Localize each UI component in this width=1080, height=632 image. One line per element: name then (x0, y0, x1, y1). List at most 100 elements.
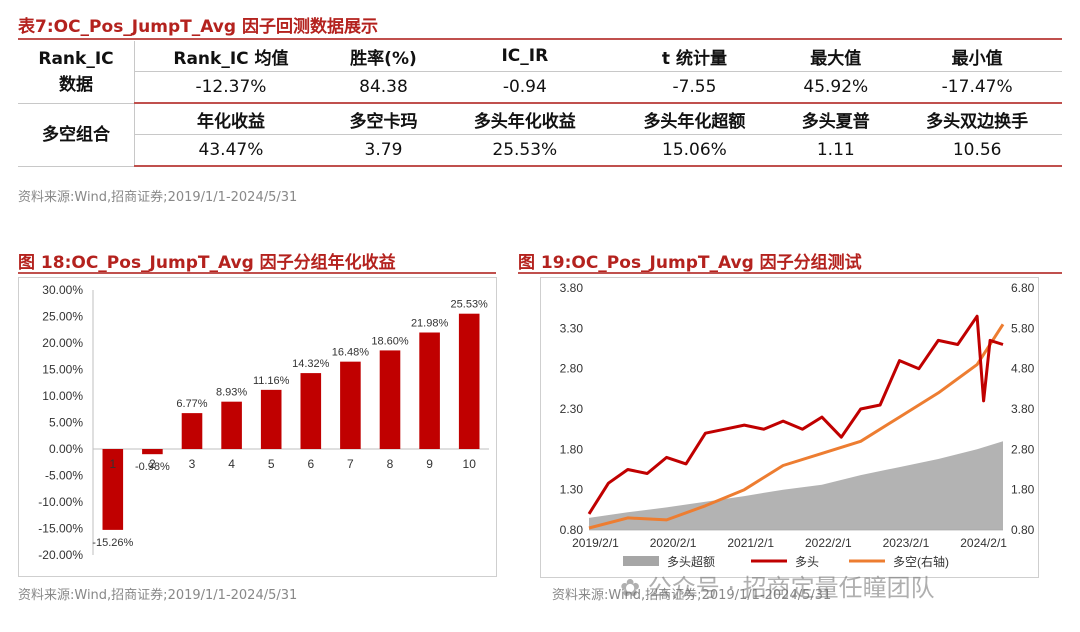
bar-data-label: 18.60% (371, 335, 409, 347)
x-category-label: 6 (307, 457, 314, 471)
header-cell: 胜率(%) (326, 41, 440, 72)
y-tick-label: -5.00% (45, 469, 83, 483)
bar-data-label: 6.77% (176, 398, 207, 410)
bar (458, 313, 480, 449)
watermark-text: 公众号 · 招商定量任瞳团队 (647, 574, 935, 602)
y-left-tick-label: 3.80 (560, 281, 584, 295)
value-cell: -12.37% (134, 71, 327, 104)
y-right-tick-label: 6.80 (1011, 281, 1035, 295)
bar-data-label: 8.93% (216, 387, 247, 399)
y-tick-label: 5.00% (49, 416, 83, 430)
x-category-label: 7 (347, 457, 354, 471)
bar (260, 389, 282, 449)
fig18-title: 图 18:OC_Pos_JumpT_Avg 因子分组年化收益 (18, 253, 396, 273)
rank-ic-group-label-line2: 数据 (59, 74, 93, 95)
table-title: 表7:OC_Pos_JumpT_Avg 因子回测数据展示 (18, 17, 378, 37)
bar-data-label: -15.26% (92, 537, 133, 549)
x-category-label: 4 (228, 457, 235, 471)
value-cell: -0.94 (440, 71, 610, 104)
bar-data-label: 11.16% (253, 375, 290, 387)
header-cell: 多头夏普 (779, 103, 893, 135)
header-cell: IC_IR (440, 41, 610, 72)
y-tick-label: 0.00% (49, 442, 83, 456)
long-line (587, 314, 1004, 515)
watermark: ✿ 公众号 · 招商定量任瞳团队 (620, 568, 935, 603)
bar (221, 401, 242, 449)
y-left-tick-label: 3.30 (560, 321, 584, 335)
x-tick-label: 2019/2/1 (572, 536, 619, 550)
bar (379, 350, 401, 449)
y-left-tick-label: 1.80 (560, 442, 584, 456)
bar (300, 373, 322, 449)
y-right-tick-label: 2.80 (1011, 442, 1035, 456)
fig19-title: 图 19:OC_Pos_JumpT_Avg 因子分组测试 (518, 253, 862, 273)
wechat-icon: ✿ (620, 574, 648, 602)
header-cell: t 统计量 (609, 41, 780, 72)
fig19-panel: 3.80 3.30 2.80 2.30 1.80 1.30 0.80 6.80 5.80 4.80… (540, 277, 1039, 578)
y-tick-label: 10.00% (42, 389, 83, 403)
value-cell: -7.55 (609, 71, 780, 104)
long-short-group-label: 多空组合 (18, 103, 135, 167)
y-left-tick-label: 2.80 (560, 362, 584, 376)
x-tick-label: 2024/2/1 (960, 536, 1007, 550)
x-category-label: 2 (149, 457, 156, 471)
title-rule (18, 38, 1062, 40)
bar-data-label: 16.48% (332, 347, 370, 359)
x-category-label: 1 (109, 457, 116, 471)
legend-swatch-excess (623, 556, 659, 566)
group-return-bar-chart: 30.00% 25.00% 20.00% 15.00% 10.00% 5.00% 0.00%… (38, 283, 489, 562)
x-category-label: 9 (426, 457, 433, 471)
fig19-source: 资料来源:Wind,招商证券;2019/1/1-2024/5/31 (552, 588, 832, 603)
value-cell: 3.79 (326, 134, 440, 167)
bar (419, 332, 440, 449)
header-cell: 最大值 (779, 41, 893, 72)
y-tick-label: 30.00% (42, 283, 83, 297)
header-cell: 多头年化超额 (609, 103, 780, 135)
bar (142, 449, 163, 455)
header-cell: 多头年化收益 (440, 103, 610, 135)
y-tick-label: 15.00% (42, 363, 83, 377)
y-tick-label: -10.00% (38, 495, 83, 509)
group-test-line-chart: 3.80 3.30 2.80 2.30 1.80 1.30 0.80 6.80 5.80 4.80… (560, 281, 1035, 569)
y-right-tick-label: 5.80 (1011, 321, 1035, 335)
y-tick-label: 20.00% (42, 336, 83, 350)
x-category-label: 10 (463, 457, 477, 471)
legend-label: 多头 (795, 555, 819, 569)
x-category-label: 5 (268, 457, 275, 471)
bar-data-label: -0.98% (135, 461, 170, 473)
y-right-tick-label: 4.80 (1011, 362, 1035, 376)
x-tick-label: 2023/2/1 (883, 536, 930, 550)
y-tick-label: -20.00% (38, 548, 83, 562)
rank-ic-group-label-line1: Rank_IC (38, 48, 114, 69)
x-tick-label: 2020/2/1 (650, 536, 697, 550)
header-cell: 多空卡玛 (326, 103, 440, 135)
y-left-tick-label: 0.80 (560, 523, 584, 537)
y-left-tick-label: 1.30 (560, 483, 584, 497)
legend-label: 多空(右轴) (893, 554, 949, 569)
table-source: 资料来源:Wind,招商证券;2019/1/1-2024/5/31 (18, 190, 298, 205)
bar (102, 449, 124, 530)
y-right-tick-label: 0.80 (1011, 523, 1035, 537)
backtest-table: Rank_IC 数据 Rank_IC 均值 胜率(%) IC_IR t 统计量 … (18, 41, 1062, 167)
bar (181, 413, 203, 449)
header-cell: Rank_IC 均值 (134, 41, 327, 72)
y-tick-label: 25.00% (42, 310, 83, 324)
long-short-line (588, 323, 1005, 530)
x-category-label: 3 (189, 457, 196, 471)
value-cell: 25.53% (440, 134, 610, 167)
bar-data-label: 25.53% (451, 299, 489, 311)
value-cell: 84.38 (326, 71, 440, 104)
legend-label: 多头超额 (667, 554, 715, 569)
value-cell: 10.56 (892, 134, 1062, 167)
value-cell: 43.47% (134, 134, 327, 167)
header-cell: 多头双边换手 (892, 103, 1062, 135)
y-left-tick-label: 2.30 (560, 402, 584, 416)
header-cell: 最小值 (892, 41, 1062, 72)
fig18-title-rule (18, 272, 496, 274)
x-category-label: 8 (387, 457, 394, 471)
bar-data-label: 21.98% (411, 318, 449, 330)
y-right-tick-label: 3.80 (1011, 402, 1035, 416)
bar (340, 361, 361, 449)
value-cell: 15.06% (609, 134, 780, 167)
bar-data-label: 14.32% (292, 358, 330, 370)
